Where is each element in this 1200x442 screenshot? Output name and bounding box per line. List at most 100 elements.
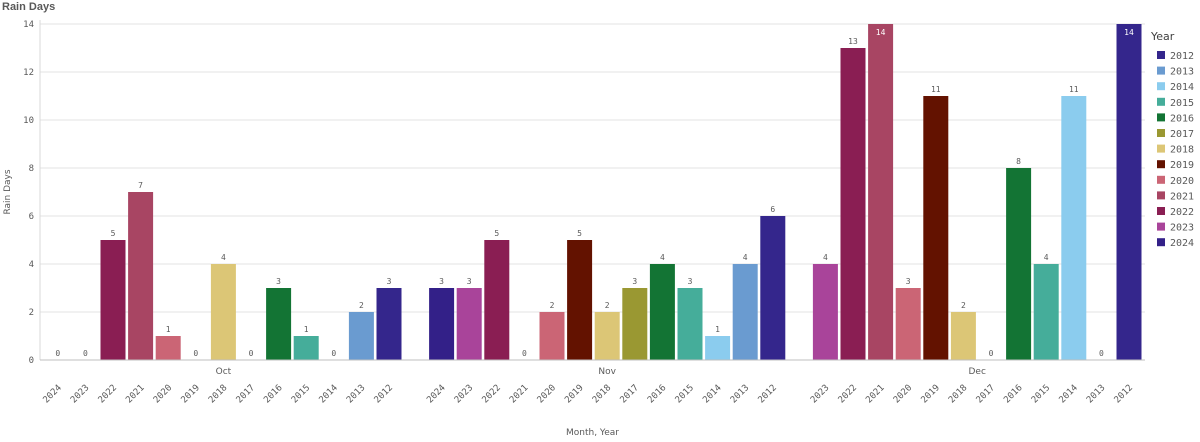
legend-label-2023[interactable]: 2023 — [1170, 223, 1194, 234]
legend-label-2016[interactable]: 2016 — [1170, 113, 1194, 124]
bar-nov-2019[interactable] — [567, 240, 593, 360]
data-label: 5 — [494, 229, 499, 238]
month-group-label: Dec — [968, 367, 985, 377]
bar-oct-2013[interactable] — [348, 312, 374, 360]
bar-nov-2023[interactable] — [456, 288, 482, 360]
x-tick-label: 2012 — [1113, 383, 1135, 405]
bar-nov-2013[interactable] — [732, 264, 758, 360]
bar-nov-2015[interactable] — [677, 288, 703, 360]
bar-nov-2024[interactable] — [429, 288, 455, 360]
bar-dec-2012[interactable] — [1116, 24, 1142, 360]
month-group-label: Oct — [216, 367, 232, 377]
x-tick-label: 2016 — [1002, 383, 1024, 405]
data-label: 5 — [577, 229, 582, 238]
x-tick-label: 2023 — [69, 383, 91, 405]
legend-swatch-2021[interactable] — [1157, 191, 1165, 200]
legend-swatch-2018[interactable] — [1157, 144, 1165, 153]
y-axis-title: Rain Days — [3, 169, 13, 214]
legend-swatch-2020[interactable] — [1157, 175, 1165, 184]
bar-oct-2016[interactable] — [266, 288, 292, 360]
x-tick-label: 2020 — [536, 383, 558, 405]
x-tick-label: 2012 — [757, 383, 779, 405]
x-tick-label: 2023 — [453, 383, 475, 405]
bar-dec-2020[interactable] — [895, 288, 921, 360]
data-label: 3 — [467, 277, 472, 286]
y-tick-label: 10 — [23, 116, 34, 126]
legend-swatch-2015[interactable] — [1157, 97, 1165, 106]
legend-swatch-2019[interactable] — [1157, 160, 1165, 169]
x-tick-label: 2021 — [124, 383, 146, 405]
x-tick-label: 2018 — [947, 383, 969, 405]
legend-label-2012[interactable]: 2012 — [1170, 51, 1194, 62]
legend-swatch-2023[interactable] — [1157, 222, 1165, 231]
x-tick-label: 2013 — [729, 383, 751, 405]
y-tick-label: 4 — [29, 260, 34, 270]
data-label: 0 — [331, 349, 336, 358]
data-label: 0 — [193, 349, 198, 358]
legend-swatch-2017[interactable] — [1157, 129, 1165, 137]
bar-oct-2022[interactable] — [100, 240, 126, 360]
x-tick-label: 2019 — [563, 383, 585, 405]
x-tick-label: 2013 — [345, 383, 367, 405]
bar-oct-2021[interactable] — [128, 192, 154, 360]
legend-label-2019[interactable]: 2019 — [1170, 160, 1194, 171]
x-tick-label: 2024 — [42, 383, 64, 405]
bar-dec-2021[interactable] — [868, 24, 894, 360]
x-tick-label: 2020 — [152, 383, 174, 405]
x-tick-label: 2022 — [97, 383, 119, 405]
bar-dec-2019[interactable] — [923, 96, 949, 360]
x-tick-label: 2016 — [262, 383, 284, 405]
legend-label-2013[interactable]: 2013 — [1170, 67, 1194, 78]
data-label: 11 — [931, 85, 941, 94]
bar-nov-2014[interactable] — [705, 336, 731, 360]
legend-label-2018[interactable]: 2018 — [1170, 145, 1194, 156]
bar-nov-2017[interactable] — [622, 288, 648, 360]
data-label: 3 — [632, 277, 637, 286]
data-label: 2 — [605, 301, 610, 310]
bar-nov-2016[interactable] — [649, 264, 675, 360]
y-tick-label: 6 — [29, 212, 34, 222]
bar-nov-2022[interactable] — [484, 240, 510, 360]
bar-nov-2012[interactable] — [760, 216, 786, 360]
bar-oct-2015[interactable] — [293, 336, 319, 360]
data-label: 7 — [138, 181, 143, 190]
x-tick-label: 2021 — [864, 383, 886, 405]
x-tick-label: 2015 — [674, 383, 696, 405]
legend-label-2020[interactable]: 2020 — [1170, 176, 1194, 187]
legend-swatch-2014[interactable] — [1157, 82, 1165, 91]
data-label: 11 — [1069, 85, 1079, 94]
legend-label-2021[interactable]: 2021 — [1170, 191, 1194, 202]
y-tick-label: 12 — [23, 68, 34, 78]
bar-dec-2014[interactable] — [1061, 96, 1087, 360]
chart-title: Rain Days — [2, 1, 56, 13]
bar-dec-2023[interactable] — [812, 264, 838, 360]
legend-swatch-2022[interactable] — [1157, 207, 1165, 215]
bar-dec-2022[interactable] — [840, 48, 866, 360]
bar-oct-2020[interactable] — [155, 336, 181, 360]
bars-layer — [100, 24, 1142, 360]
bar-oct-2018[interactable] — [210, 264, 236, 360]
legend-layer[interactable]: Year 2012 2013 2014 2015 2016 2017 2018 2019 2020… — [1150, 30, 1194, 249]
bar-dec-2016[interactable] — [1006, 168, 1032, 360]
bar-nov-2020[interactable] — [539, 312, 565, 360]
data-label: 4 — [660, 253, 665, 262]
legend-label-2022[interactable]: 2022 — [1170, 207, 1194, 218]
legend-swatch-2016[interactable] — [1157, 113, 1165, 122]
legend-swatch-2012[interactable] — [1157, 51, 1165, 59]
bar-dec-2018[interactable] — [950, 312, 976, 360]
data-label: 8 — [1016, 157, 1021, 166]
bar-nov-2018[interactable] — [594, 312, 620, 360]
legend-swatch-2024[interactable] — [1157, 238, 1165, 247]
legend-label-2017[interactable]: 2017 — [1170, 129, 1194, 140]
x-tick-label: 2020 — [892, 383, 914, 405]
x-tick-label: 2014 — [701, 383, 723, 405]
legend-label-2014[interactable]: 2014 — [1170, 82, 1194, 93]
x-tick-label: 2015 — [290, 383, 312, 405]
bar-oct-2012[interactable] — [376, 288, 402, 360]
legend-label-2015[interactable]: 2015 — [1170, 98, 1194, 109]
legend-swatch-2013[interactable] — [1157, 66, 1165, 75]
legend-label-2024[interactable]: 2024 — [1170, 238, 1194, 249]
bar-dec-2015[interactable] — [1033, 264, 1059, 360]
